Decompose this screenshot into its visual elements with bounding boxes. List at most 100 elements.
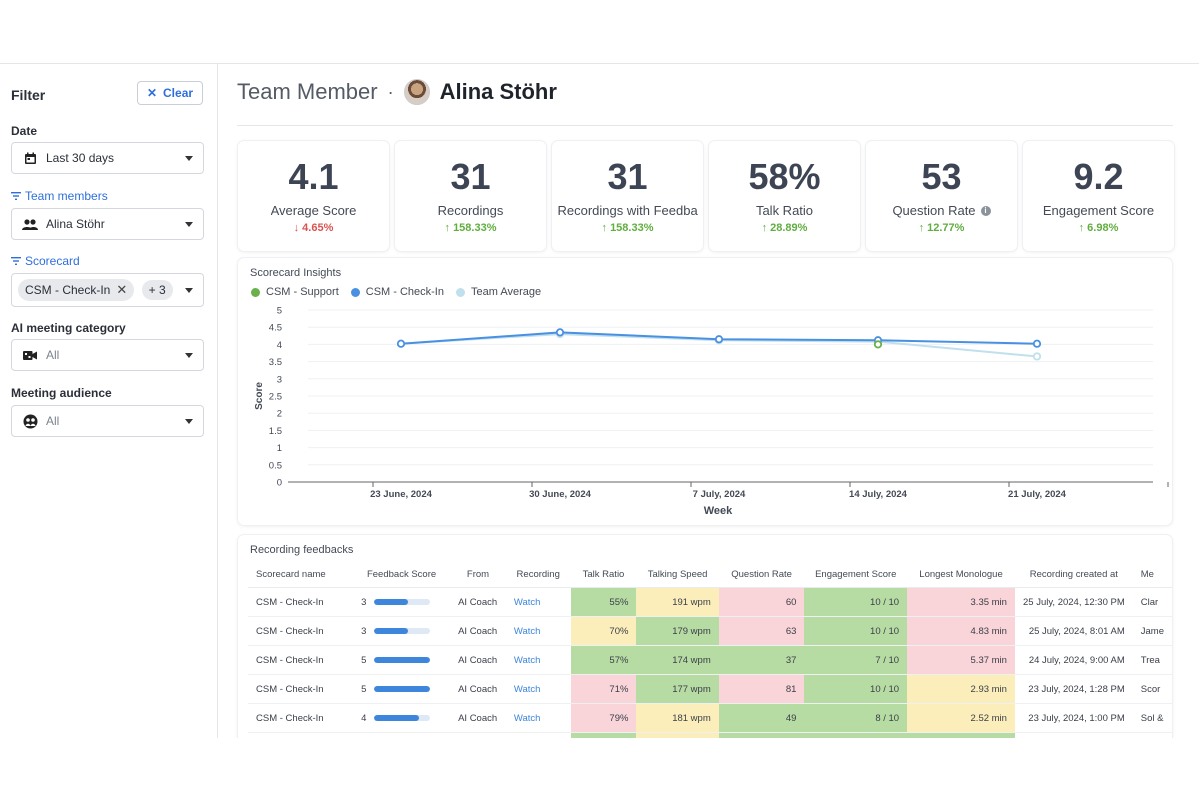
cell-engagement-score: 10 / 10 <box>804 616 908 646</box>
cell-from: AI Coach <box>450 587 506 617</box>
clear-button[interactable]: ✕ Clear <box>137 81 203 105</box>
cell-from: AI Coach <box>450 732 506 738</box>
kpi-delta: ↑ 6.98% <box>1079 222 1119 234</box>
legend-item-team-average[interactable]: Team Average <box>456 286 541 298</box>
cell-feedback-score: 5 <box>353 674 451 704</box>
scorecard-select[interactable]: CSM - Check-In ✕ + 3 <box>11 273 204 307</box>
col-meeting[interactable]: Me <box>1132 561 1172 588</box>
watch-link[interactable]: Watch <box>513 596 541 608</box>
x-tick-label: 21 July, 2024 <box>1008 489 1067 500</box>
data-point <box>873 340 883 349</box>
table-row[interactable]: CSM - Check-In 3 AI Coach Watch 70% 179 wpm 63… <box>248 616 1172 646</box>
kpi-value: 31 <box>450 156 491 197</box>
col-engagement-score[interactable]: Engagement Score <box>804 561 908 588</box>
watch-link[interactable]: Watch <box>513 712 541 724</box>
cell-scorecard-name: CSM - Check-In <box>248 616 354 646</box>
arrow-down-icon: ↓ <box>293 222 300 234</box>
audience-select[interactable]: All <box>11 405 204 437</box>
cell-talking-speed: 181 wpm <box>636 703 719 733</box>
team-members-value: Alina Stöhr <box>46 217 105 231</box>
kpi-card-talk-ratio: 58% Talk Ratio ↑ 28.89% <box>709 141 860 251</box>
feedback-score-value: 5 <box>361 654 367 666</box>
date-select[interactable]: Last 30 days <box>11 142 204 174</box>
col-talking-speed[interactable]: Talking Speed <box>636 561 719 588</box>
y-tick-label: 5 <box>277 306 282 317</box>
col-talk-ratio[interactable]: Talk Ratio <box>570 561 637 588</box>
kpi-value: 31 <box>607 156 648 197</box>
kpi-value: 4.1 <box>288 156 339 197</box>
info-icon[interactable]: i <box>980 205 991 216</box>
filter-title: Filter <box>11 87 46 103</box>
kpi-delta-value: 158.33% <box>610 222 654 234</box>
y-tick-label: 1.5 <box>269 426 282 437</box>
table-row[interactable]: CSM - Check-In 5 AI Coach Watch 57% 174 wpm 37… <box>248 645 1172 675</box>
data-point <box>555 328 565 337</box>
divider <box>237 125 1173 126</box>
cell-talking-speed: 191 wpm <box>636 587 719 617</box>
watch-link[interactable]: Watch <box>513 654 541 666</box>
cell-talking-speed: 177 wpm <box>636 674 719 704</box>
ai-category-select[interactable]: All <box>11 339 204 371</box>
chip-remove-icon[interactable]: ✕ <box>116 282 128 297</box>
cell-talk-ratio: 79% <box>570 703 637 733</box>
app: Filter ✕ Clear Date Last 30 days Team me… <box>0 63 1199 738</box>
kpi-value: 53 <box>921 156 962 197</box>
scorecard-label: Scorecard <box>11 254 80 268</box>
cell-talking-speed: 179 wpm <box>636 616 719 646</box>
cell-recording-created-at <box>1014 732 1133 738</box>
table-row[interactable]: CSM - Check-In 3 AI Coach Watch 55% 191 wpm 60… <box>248 587 1172 617</box>
arrow-up-icon: ↑ <box>918 222 925 234</box>
kpi-delta-value: 4.65% <box>302 222 334 234</box>
cell-question-rate: 49 <box>718 703 805 733</box>
cell-recording-created-at: 25 July, 2024, 12:30 PM <box>1014 587 1133 617</box>
table-row[interactable]: CSM - Check-In 5 AI Coach Watch 71% 177 wpm 81… <box>248 674 1172 704</box>
cell-feedback-score: 4 <box>353 732 451 738</box>
feedback-score-value: 3 <box>361 625 367 637</box>
watch-link[interactable]: Watch <box>513 625 541 637</box>
x-tick-label: 14 July, 2024 <box>849 489 908 500</box>
cell-question-rate: 37 <box>718 645 805 675</box>
cell-talk-ratio: 70% <box>570 616 637 646</box>
kpi-delta-value: 28.89% <box>770 222 808 234</box>
people-icon <box>22 218 38 230</box>
cell-question-rate: 63 <box>718 616 805 646</box>
scorecard-more-chip[interactable]: + 3 <box>141 280 173 300</box>
kpi-label: Recordings <box>437 203 504 218</box>
col-scorecard-name[interactable]: Scorecard name <box>248 561 354 588</box>
col-longest-monologue[interactable]: Longest Monologue <box>907 561 1015 588</box>
avatar <box>403 79 430 105</box>
col-recording-created-at[interactable]: Recording created at <box>1014 561 1133 588</box>
y-tick-label: 4 <box>277 340 282 351</box>
team-members-label-text: Team members <box>25 189 108 203</box>
col-recording[interactable]: Recording <box>505 561 571 588</box>
col-feedback-score[interactable]: Feedback Score <box>353 561 451 588</box>
watch-link[interactable]: Watch <box>513 683 541 695</box>
y-tick-label: 3 <box>277 374 282 385</box>
team-members-select[interactable]: Alina Stöhr <box>11 208 204 240</box>
cell-feedback-score: 4 <box>353 703 451 733</box>
legend-item-csm-support[interactable]: CSM - Support <box>251 286 339 298</box>
cell-meeting: Clar <box>1132 587 1172 617</box>
cell-recording: Watch <box>505 674 571 704</box>
scorecard-label-text: Scorecard <box>25 254 80 268</box>
col-question-rate[interactable]: Question Rate <box>718 561 805 588</box>
kpi-card-recordings: 31 Recordings ↑ 158.33% <box>395 141 546 251</box>
table-row[interactable]: CSM - Check-In 4 AI Coach Watch 79% 181 wpm 49… <box>248 703 1172 733</box>
legend-item-csm-check-in[interactable]: CSM - Check-In <box>350 286 444 298</box>
kpi-card-engagement-score: 9.2 Engagement Score ↑ 6.98% <box>1023 141 1174 251</box>
kpi-value: 58% <box>748 156 821 197</box>
x-axis-label: Week <box>704 505 733 517</box>
cell-talk-ratio: 57% <box>570 645 637 675</box>
member-name: Alina Stöhr <box>439 79 557 104</box>
cell-meeting: Sol & <box>1132 703 1172 733</box>
scorecard-chip[interactable]: CSM - Check-In ✕ <box>18 279 135 301</box>
cell-recording: Watch <box>505 616 571 646</box>
cell-recording: Watch <box>505 732 571 738</box>
col-from[interactable]: From <box>450 561 506 588</box>
feedback-score-value: 5 <box>361 683 367 695</box>
main-content: Team Member · Alina Stöhr 4.1 Average Sc… <box>218 63 1199 738</box>
filter-lines-icon <box>11 189 21 203</box>
page-header: Team Member · Alina Stöhr <box>237 79 557 105</box>
table-title: Recording feedbacks <box>250 544 354 556</box>
